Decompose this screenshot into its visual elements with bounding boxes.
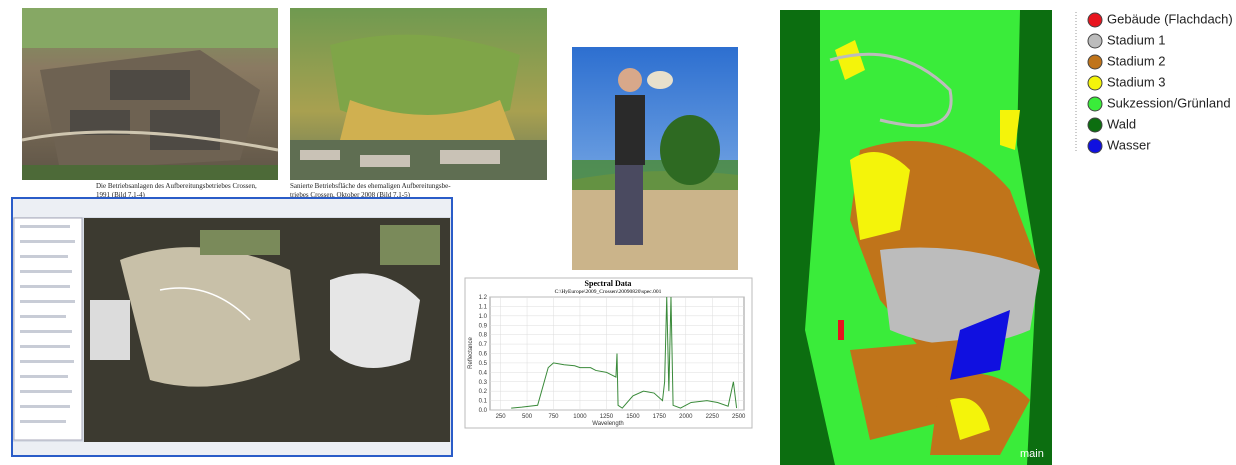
legend-label: Stadium 2 xyxy=(1107,53,1166,68)
legend: Gebäude (Flachdach) Stadium 1 Stadium 2 Sta… xyxy=(1075,11,1233,154)
y-tick-label: 0.5 xyxy=(479,361,488,367)
legend-label: Sukzession/Grünland xyxy=(1107,95,1231,110)
legend-swatch xyxy=(1087,96,1103,112)
y-tick-label: 1.0 xyxy=(479,314,488,320)
x-tick-label: 500 xyxy=(522,414,533,420)
y-tick-label: 1.2 xyxy=(479,295,488,301)
y-tick-label: 0.1 xyxy=(479,399,488,405)
legend-label: Stadium 3 xyxy=(1107,74,1166,89)
y-tick-label: 0.7 xyxy=(479,342,488,348)
y-axis-label: Reflectance xyxy=(468,336,474,368)
legend-swatch xyxy=(1087,75,1103,91)
x-tick-label: 2250 xyxy=(706,414,720,420)
spectral-chart: Spectral Data C:\HyEurope\2009_Crossen\2… xyxy=(464,277,753,429)
y-tick-label: 1.1 xyxy=(479,304,488,310)
x-tick-label: 750 xyxy=(548,414,559,420)
x-tick-label: 1000 xyxy=(573,414,587,420)
caption: Sanierte Betriebsfläche des ehemaligen A… xyxy=(290,182,451,190)
aerial-photo-1991 xyxy=(21,8,279,180)
legend-label: Wasser xyxy=(1107,137,1151,152)
caption: Die Betriebsanlagen des Aufbereitungsbet… xyxy=(96,182,257,190)
chart-subtitle: C:\HyEurope\2009_Crossen\20090820\spec.0… xyxy=(555,289,662,295)
y-tick-label: 0.9 xyxy=(479,323,488,329)
caption: 1991 (Bild 7.1-4) xyxy=(96,191,145,199)
y-tick-label: 0.4 xyxy=(479,370,488,376)
legend-label: Gebäude (Flachdach) xyxy=(1107,11,1233,26)
gis-screenshot xyxy=(11,197,453,457)
aerial-photo-2008 xyxy=(290,8,547,180)
field-photo xyxy=(572,47,738,270)
legend-label: Wald xyxy=(1107,116,1136,131)
legend-swatch xyxy=(1087,117,1103,133)
legend-swatch xyxy=(1087,138,1103,154)
y-tick-label: 0.6 xyxy=(479,352,488,358)
chart-title: Spectral Data xyxy=(585,279,632,288)
map-label: main xyxy=(1020,448,1044,460)
y-tick-label: 0.2 xyxy=(479,389,488,395)
x-tick-label: 2500 xyxy=(732,414,746,420)
legend-swatch xyxy=(1087,12,1103,28)
x-tick-label: 1500 xyxy=(626,414,640,420)
spectrum-line xyxy=(511,296,738,409)
x-tick-label: 1250 xyxy=(600,414,614,420)
caption: triebes Crossen, Oktober 2008 (Bild 7.1-… xyxy=(290,191,411,199)
legend-swatch xyxy=(1087,33,1103,49)
x-tick-label: 1750 xyxy=(653,414,667,420)
x-tick-label: 250 xyxy=(496,414,507,420)
x-tick-label: 2000 xyxy=(679,414,693,420)
x-axis-label: Wavelength xyxy=(592,421,623,427)
legend-label: Stadium 1 xyxy=(1107,32,1166,47)
y-tick-label: 0.0 xyxy=(479,408,488,414)
classification-map: main xyxy=(780,10,1052,465)
legend-swatch xyxy=(1087,54,1103,70)
y-tick-label: 0.8 xyxy=(479,333,488,339)
y-tick-label: 0.3 xyxy=(479,380,488,386)
